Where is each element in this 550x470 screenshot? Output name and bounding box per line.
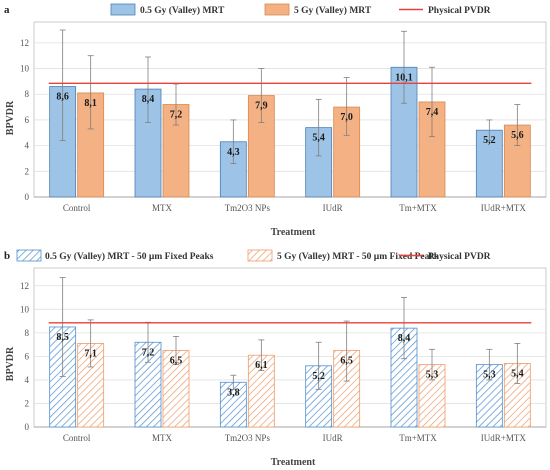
datalabel-b-s1-5: 5,4	[511, 368, 524, 379]
xtick-b-1: MTX	[152, 433, 173, 443]
legend-b-swatch-1	[247, 249, 273, 262]
datalabel-a-s0-1: 8,4	[142, 94, 155, 105]
datalabel-b-s1-1: 6,5	[170, 356, 183, 367]
legend-b-swatch-0	[16, 249, 42, 262]
xtick-a-5: IUdR+MTX	[481, 203, 527, 213]
datalabel-a-s1-3: 7,0	[340, 112, 353, 123]
ytick-b-5: 10	[20, 304, 30, 314]
ytick-b-3: 6	[25, 351, 30, 361]
xtick-b-0: Control	[63, 433, 91, 443]
legend-a-label-ref: Physical PVDR	[428, 6, 491, 16]
datalabel-a-s0-5: 5,2	[483, 135, 496, 146]
panel-b-legend: 0.5 Gy (Valley) MRT - 50 µm Fixed Peaks …	[16, 249, 491, 262]
panel-b-xlabel: Treatment	[271, 457, 316, 468]
datalabel-a-s0-2: 4,3	[227, 147, 240, 158]
datalabel-a-s1-4: 7,4	[426, 107, 439, 118]
xtick-b-5: IUdR+MTX	[481, 433, 527, 443]
xtick-a-3: IUdR	[323, 203, 343, 213]
legend-b-label-ref: Physical PVDR	[428, 252, 491, 262]
legend-a-label-1: 5 Gy (Valley) MRT	[294, 5, 372, 16]
datalabel-b-s1-4: 5,3	[426, 370, 439, 381]
panel-a-legend: 0.5 Gy (Valley) MRT 5 Gy (Valley) MRT Ph…	[110, 3, 491, 16]
xtick-a-0: Control	[63, 203, 91, 213]
datalabel-b-s0-4: 8,4	[398, 333, 411, 344]
ytick-b-1: 2	[25, 398, 30, 408]
panel-b-plot: 0 2 4 6 8 10 12 8,5 7,1 Control 7,2 6,5 MTX 3,8 6,1 Tm2…	[20, 267, 547, 443]
datalabel-a-s1-1: 7,2	[170, 110, 183, 121]
ytick-b-6: 12	[20, 281, 29, 291]
panel-b-ylabel: BPVDR	[5, 346, 16, 381]
ytick-b-4: 8	[25, 328, 30, 338]
panel-a-letter: a	[4, 4, 10, 16]
legend-a-label-0: 0.5 Gy (Valley) MRT	[140, 5, 225, 16]
xtick-b-2: Tm2O3 NPs	[225, 433, 271, 443]
panel-a-plot: 0 2 4 6 8 10 12 8,6 8,1 Control 8,4 7,2 MTX 4,3 7,9 Tm2…	[20, 21, 547, 213]
datalabel-a-s1-2: 7,9	[255, 101, 268, 112]
datalabel-b-s0-0: 8,5	[56, 332, 69, 343]
ytick-a-3: 6	[25, 115, 30, 125]
ytick-a-0: 0	[25, 192, 30, 202]
ytick-a-2: 4	[25, 141, 30, 151]
datalabel-a-s1-5: 5,6	[511, 130, 524, 141]
datalabel-b-s1-2: 6,1	[255, 360, 268, 371]
xtick-b-4: Tm+MTX	[399, 433, 437, 443]
panel-a-xlabel: Treatment	[271, 227, 316, 238]
legend-b-label-1: 5 Gy (Valley) MRT - 50 µm Fixed Peaks	[277, 251, 439, 262]
legend-a-swatch-1	[264, 3, 290, 16]
xtick-a-1: MTX	[152, 203, 173, 213]
datalabel-b-s0-2: 3,8	[227, 387, 240, 398]
ytick-a-6: 12	[20, 38, 29, 48]
xtick-a-4: Tm+MTX	[399, 203, 437, 213]
xtick-b-3: IUdR	[323, 433, 343, 443]
legend-a-swatch-0	[110, 3, 136, 16]
xtick-a-2: Tm2O3 NPs	[225, 203, 271, 213]
datalabel-b-s1-3: 6,5	[340, 356, 353, 367]
datalabel-a-s0-0: 8,6	[56, 92, 69, 103]
plot-frame-a	[33, 21, 547, 198]
datalabel-b-s0-1: 7,2	[142, 347, 155, 358]
datalabel-a-s0-4: 10,1	[395, 72, 413, 83]
datalabel-b-s0-3: 5,2	[312, 371, 325, 382]
bar-b-s0-4	[390, 327, 418, 428]
ytick-a-1: 2	[25, 166, 30, 176]
panel-b-letter: b	[4, 250, 10, 262]
datalabel-a-s0-3: 5,4	[312, 133, 325, 144]
ytick-b-2: 4	[25, 375, 30, 385]
bar-a-s0-5	[475, 129, 503, 198]
datalabel-b-s0-5: 5,3	[483, 370, 496, 381]
datalabel-b-s1-0: 7,1	[84, 348, 97, 359]
ytick-a-4: 8	[25, 89, 30, 99]
datalabel-a-s1-0: 8,1	[84, 98, 97, 109]
ytick-b-0: 0	[25, 422, 30, 432]
legend-b-label-0: 0.5 Gy (Valley) MRT - 50 µm Fixed Peaks	[45, 251, 214, 262]
panel-a-ylabel: BPVDR	[5, 100, 16, 135]
ytick-a-5: 10	[20, 64, 30, 74]
